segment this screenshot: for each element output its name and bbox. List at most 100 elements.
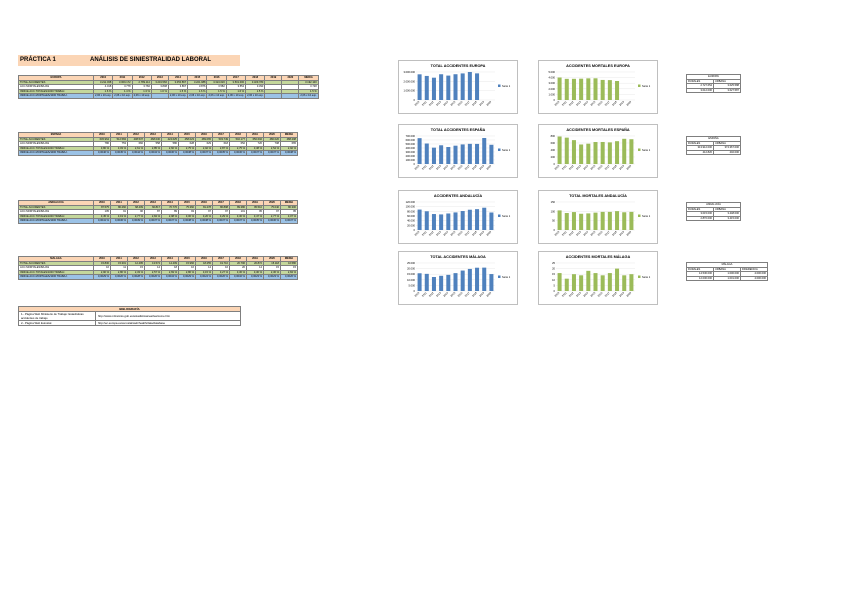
stats-cell: 3.012.000 [686, 87, 714, 94]
x-tick-label: 2016 [456, 99, 463, 106]
bar-chart: 0 5 10 15 20 25 2010 2011 2012 2013 2014 2015 2016 20… [538, 251, 658, 305]
table-cell: 0,0036 % [161, 150, 179, 156]
table-cell: 0,0038 % [280, 150, 298, 156]
bar [439, 214, 444, 230]
bar [417, 209, 422, 230]
y-tick-label: 400 [551, 148, 556, 152]
table-cell: 0,0038 % [178, 150, 196, 156]
row-label: INDICE ACC.MORTALES/1000 TRABAJ. [18, 274, 94, 280]
x-tick-label: 2019 [618, 290, 625, 297]
y-tick-label: 100.000 [406, 205, 416, 209]
x-tick-label: 2010 [553, 229, 560, 236]
bar [467, 143, 472, 164]
table-cell: 0,0037 % [280, 218, 298, 224]
stats-table: EUROPA RURALES URBANA 2.727.654 3.625.588 3.0… [686, 74, 741, 94]
x-tick-label: 2020 [625, 229, 632, 236]
row-label: INDICE ACC.MORTALES/1000 TRABAJ. [18, 93, 94, 99]
y-tick-label: 4.000 [549, 76, 556, 80]
chart-title: TOTAL ACCIDENTES ESPAÑA [430, 128, 486, 132]
bar [431, 147, 436, 164]
bar [417, 273, 422, 291]
x-tick-label: 2012 [428, 290, 435, 297]
y-tick-label: 5.000 [549, 70, 556, 74]
bar [446, 213, 451, 230]
legend-swatch [638, 214, 641, 217]
bar [489, 144, 494, 164]
x-tick-label: 2011 [421, 229, 428, 236]
table-cell: 0,0028 % [127, 274, 145, 280]
bar [482, 267, 487, 291]
x-tick-label: 2011 [561, 290, 568, 297]
x-tick-label: 2014 [442, 290, 449, 297]
region-table: ESPAÑA 2010 2011 2012 2013 2014 2015 2016 2017 20… [18, 132, 298, 156]
stats-cell: 3.415.000 [713, 215, 741, 222]
stats-cell: 4.000.000 [740, 275, 768, 282]
x-tick-label: 2010 [413, 99, 420, 106]
bar [557, 210, 562, 230]
y-tick-label: 5 [554, 283, 556, 287]
x-tick-label: 2018 [611, 163, 618, 170]
bar [460, 270, 465, 291]
region-table: MÁLAGA 2010 2011 2012 2013 2014 2015 2016 2017 20… [18, 256, 298, 280]
x-tick-label: 2010 [553, 99, 560, 106]
x-tick-label: 2011 [421, 99, 428, 106]
bar [482, 207, 487, 230]
bar [629, 274, 634, 291]
table-cell: 0,0026 % [212, 274, 230, 280]
bar [460, 73, 465, 100]
x-tick-label: 2012 [428, 229, 435, 236]
y-tick-label: 100.000 [406, 158, 416, 162]
bar [489, 274, 494, 291]
table-cell: 0,0034 % [161, 274, 179, 280]
bar [586, 213, 591, 230]
x-tick-label: 2020 [625, 290, 632, 297]
table-cell: 2,06 x 10 exp. [187, 93, 208, 99]
x-tick-label: 2013 [435, 290, 442, 297]
bar [586, 78, 591, 100]
y-tick-label: 80.000 [407, 209, 415, 213]
stats-cell: 402.000 [713, 149, 741, 156]
x-tick-label: 2012 [568, 163, 575, 170]
table-cell: 0,0038 % [195, 218, 213, 224]
bar [453, 273, 458, 291]
table-cell: 0,0037 % [161, 218, 179, 224]
x-tick-label: 2019 [618, 229, 625, 236]
x-tick-label: 2015 [589, 290, 596, 297]
bar [629, 139, 634, 164]
chart-title: TOTAL ACCIDENTES EUROPA [430, 64, 486, 68]
table-cell: 0,0036 % [263, 218, 281, 224]
bar [607, 211, 612, 230]
x-tick-label: 2017 [604, 290, 611, 297]
bar-chart: 0 100.000 200.000 300.000 400.000 500.000 600.… [398, 124, 518, 178]
x-tick-label: 2017 [464, 99, 471, 106]
y-tick-label: 10.000 [407, 278, 415, 282]
bar [622, 212, 627, 230]
x-tick-label: 2013 [575, 99, 582, 106]
x-tick-label: 2011 [421, 290, 428, 297]
bar [615, 80, 620, 100]
table-cell: 0,0032 % [229, 274, 247, 280]
bibliography-link[interactable]: http://www.mitramiss.gob.es/estadisticas… [95, 311, 241, 321]
y-tick-label: 400.000 [406, 146, 416, 150]
region-table: ANDALUCÍA 2010 2011 2012 2013 2014 2015 2016 201… [18, 200, 298, 224]
bibliography-link[interactable]: http://ec.europa.eu/eurostat/web/health/… [95, 320, 241, 326]
bar [586, 270, 591, 291]
x-tick-label: 2015 [589, 163, 596, 170]
legend-label: Serie 1 [502, 148, 511, 152]
y-tick-label: 50 [552, 219, 555, 223]
x-tick-label: 2012 [568, 99, 575, 106]
bar [439, 145, 444, 164]
row-label: INDICE ACC.MORTALES/1000 TRABAJ. [18, 218, 94, 224]
table-cell: 0,0029 % [93, 274, 111, 280]
table-cell [281, 93, 300, 99]
stats-cell: 1.001.000 [713, 275, 741, 282]
bar [489, 212, 494, 230]
stats-cell: 2.870.000 [686, 215, 714, 222]
table-cell: 0,0046 % [93, 150, 111, 156]
y-tick-label: 20 [552, 267, 555, 271]
bar [586, 143, 591, 164]
legend-swatch [498, 214, 501, 217]
